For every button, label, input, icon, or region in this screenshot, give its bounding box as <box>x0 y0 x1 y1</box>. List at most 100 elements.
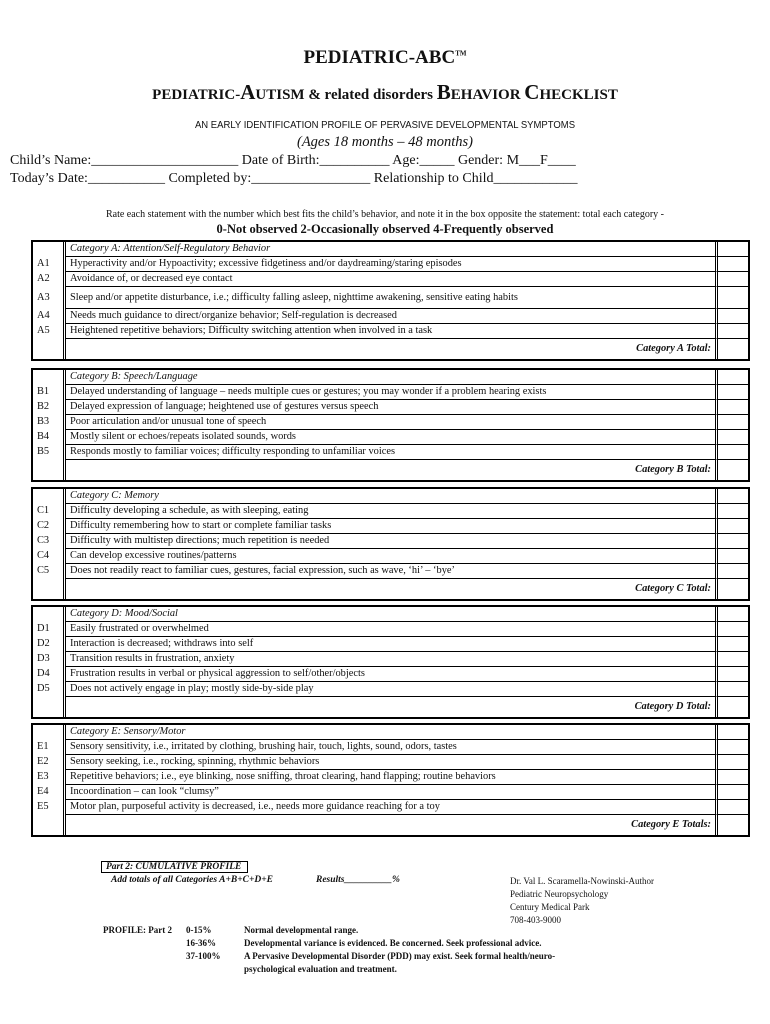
item-id: D3 <box>33 652 66 667</box>
item-row: D4 Frustration results in verbal or physi… <box>33 667 748 682</box>
item-row: A1 Hyperactivity and/or Hypoactivity; exc… <box>33 257 748 272</box>
fields-line-2[interactable]: Today’s Date:___________ Completed by:__… <box>10 171 578 186</box>
score-box[interactable] <box>718 652 748 667</box>
item-text: Avoidance of, or decreased eye contact <box>66 272 718 287</box>
category-title: Category D: Mood/Social <box>66 607 718 622</box>
score-box[interactable] <box>718 740 748 755</box>
item-id: C2 <box>33 519 66 534</box>
id-cell <box>33 815 66 835</box>
item-text: Incoordination – can look “clumsy” <box>66 785 718 800</box>
score-box[interactable] <box>718 534 748 549</box>
score-box[interactable] <box>718 725 748 740</box>
subtitle-part: B <box>436 80 451 104</box>
total-box[interactable] <box>718 815 748 835</box>
score-box[interactable] <box>718 607 748 622</box>
score-box[interactable] <box>718 445 748 460</box>
id-cell <box>33 242 66 257</box>
fields-line-1[interactable]: Child’s Name:_____________________ Date … <box>10 153 576 168</box>
item-id: B4 <box>33 430 66 445</box>
range-1-text: Developmental variance is evidenced. Be … <box>244 938 542 948</box>
score-box[interactable] <box>718 564 748 579</box>
score-box[interactable] <box>718 242 748 257</box>
range-2-text-cont: psychological evaluation and treatment. <box>244 964 397 974</box>
total-box[interactable] <box>718 579 748 599</box>
item-id: B1 <box>33 385 66 400</box>
total-box[interactable] <box>718 697 748 717</box>
item-row: C4 Can develop excessive routines/pattern… <box>33 549 748 564</box>
score-box[interactable] <box>718 324 748 339</box>
id-cell <box>33 370 66 385</box>
rating-scale: 0-Not observed 2-Occasionally observed 4… <box>216 222 554 236</box>
category-header: Category C: Memory <box>33 489 748 504</box>
profile-label: PROFILE: Part 2 <box>103 925 172 935</box>
score-box[interactable] <box>718 385 748 400</box>
item-text: Does not actively engage in play; mostly… <box>66 682 718 697</box>
score-box[interactable] <box>718 309 748 324</box>
score-box[interactable] <box>718 800 748 815</box>
item-row: E5 Motor plan, purposeful activity is dec… <box>33 800 748 815</box>
category-total-label: Category A Total: <box>66 339 718 359</box>
score-box[interactable] <box>718 755 748 770</box>
score-box[interactable] <box>718 400 748 415</box>
score-box[interactable] <box>718 637 748 652</box>
item-text: Sleep and/or appetite disturbance, i.e.;… <box>66 287 718 309</box>
item-row: B4 Mostly silent or echoes/repeats isolat… <box>33 430 748 445</box>
score-box[interactable] <box>718 770 748 785</box>
item-row: A4 Needs much guidance to direct/organize… <box>33 309 748 324</box>
score-box[interactable] <box>718 682 748 697</box>
part2-results[interactable]: Results__________% <box>316 875 400 885</box>
subtitle-part: EHAVIOR <box>450 87 525 103</box>
item-id: D1 <box>33 622 66 637</box>
score-box[interactable] <box>718 287 748 309</box>
item-id: B2 <box>33 400 66 415</box>
score-box[interactable] <box>718 549 748 564</box>
score-box[interactable] <box>718 489 748 504</box>
trademark: TM <box>455 49 467 58</box>
score-box[interactable] <box>718 257 748 272</box>
id-cell <box>33 579 66 599</box>
score-box[interactable] <box>718 519 748 534</box>
score-box[interactable] <box>718 785 748 800</box>
item-id: A5 <box>33 324 66 339</box>
score-box[interactable] <box>718 622 748 637</box>
author-phone: 708-403-9000 <box>510 915 561 925</box>
title-text: PEDIATRIC-ABC <box>303 47 456 68</box>
item-text: Delayed expression of language; heighten… <box>66 400 718 415</box>
item-id: D4 <box>33 667 66 682</box>
category-total-row: Category C Total: <box>33 579 748 599</box>
range-0-text: Normal developmental range. <box>244 925 359 935</box>
item-id: D5 <box>33 682 66 697</box>
score-box[interactable] <box>718 430 748 445</box>
part2-add: Add totals of all Categories A+B+C+D+E <box>111 875 273 885</box>
item-id: D2 <box>33 637 66 652</box>
category-total-label: Category C Total: <box>66 579 718 599</box>
category-header: Category B: Speech/Language <box>33 370 748 385</box>
author-dept: Pediatric Neuropsychology <box>510 889 609 899</box>
id-cell <box>33 725 66 740</box>
category-header: Category D: Mood/Social <box>33 607 748 622</box>
score-box[interactable] <box>718 504 748 519</box>
category-header: Category A: Attention/Self-Regulatory Be… <box>33 242 748 257</box>
score-box[interactable] <box>718 415 748 430</box>
item-text: Delayed understanding of language – need… <box>66 385 718 400</box>
item-text: Sensory sensitivity, i.e., irritated by … <box>66 740 718 755</box>
score-box[interactable] <box>718 272 748 287</box>
item-text: Difficulty with multistep directions; mu… <box>66 534 718 549</box>
item-text: Mostly silent or echoes/repeats isolated… <box>66 430 718 445</box>
item-id: E3 <box>33 770 66 785</box>
category-block: Category A: Attention/Self-Regulatory Be… <box>31 240 750 361</box>
category-block: Category B: Speech/Language B1 Delayed und… <box>31 368 750 482</box>
id-cell <box>33 460 66 480</box>
total-box[interactable] <box>718 460 748 480</box>
item-id: E2 <box>33 755 66 770</box>
item-text: Difficulty developing a schedule, as wit… <box>66 504 718 519</box>
score-box[interactable] <box>718 667 748 682</box>
item-text: Sensory seeking, i.e., rocking, spinning… <box>66 755 718 770</box>
item-id: E1 <box>33 740 66 755</box>
score-box[interactable] <box>718 370 748 385</box>
item-row: C2 Difficulty remembering how to start or… <box>33 519 748 534</box>
total-box[interactable] <box>718 339 748 359</box>
category-total-row: Category E Totals: <box>33 815 748 835</box>
item-row: D5 Does not actively engage in play; most… <box>33 682 748 697</box>
